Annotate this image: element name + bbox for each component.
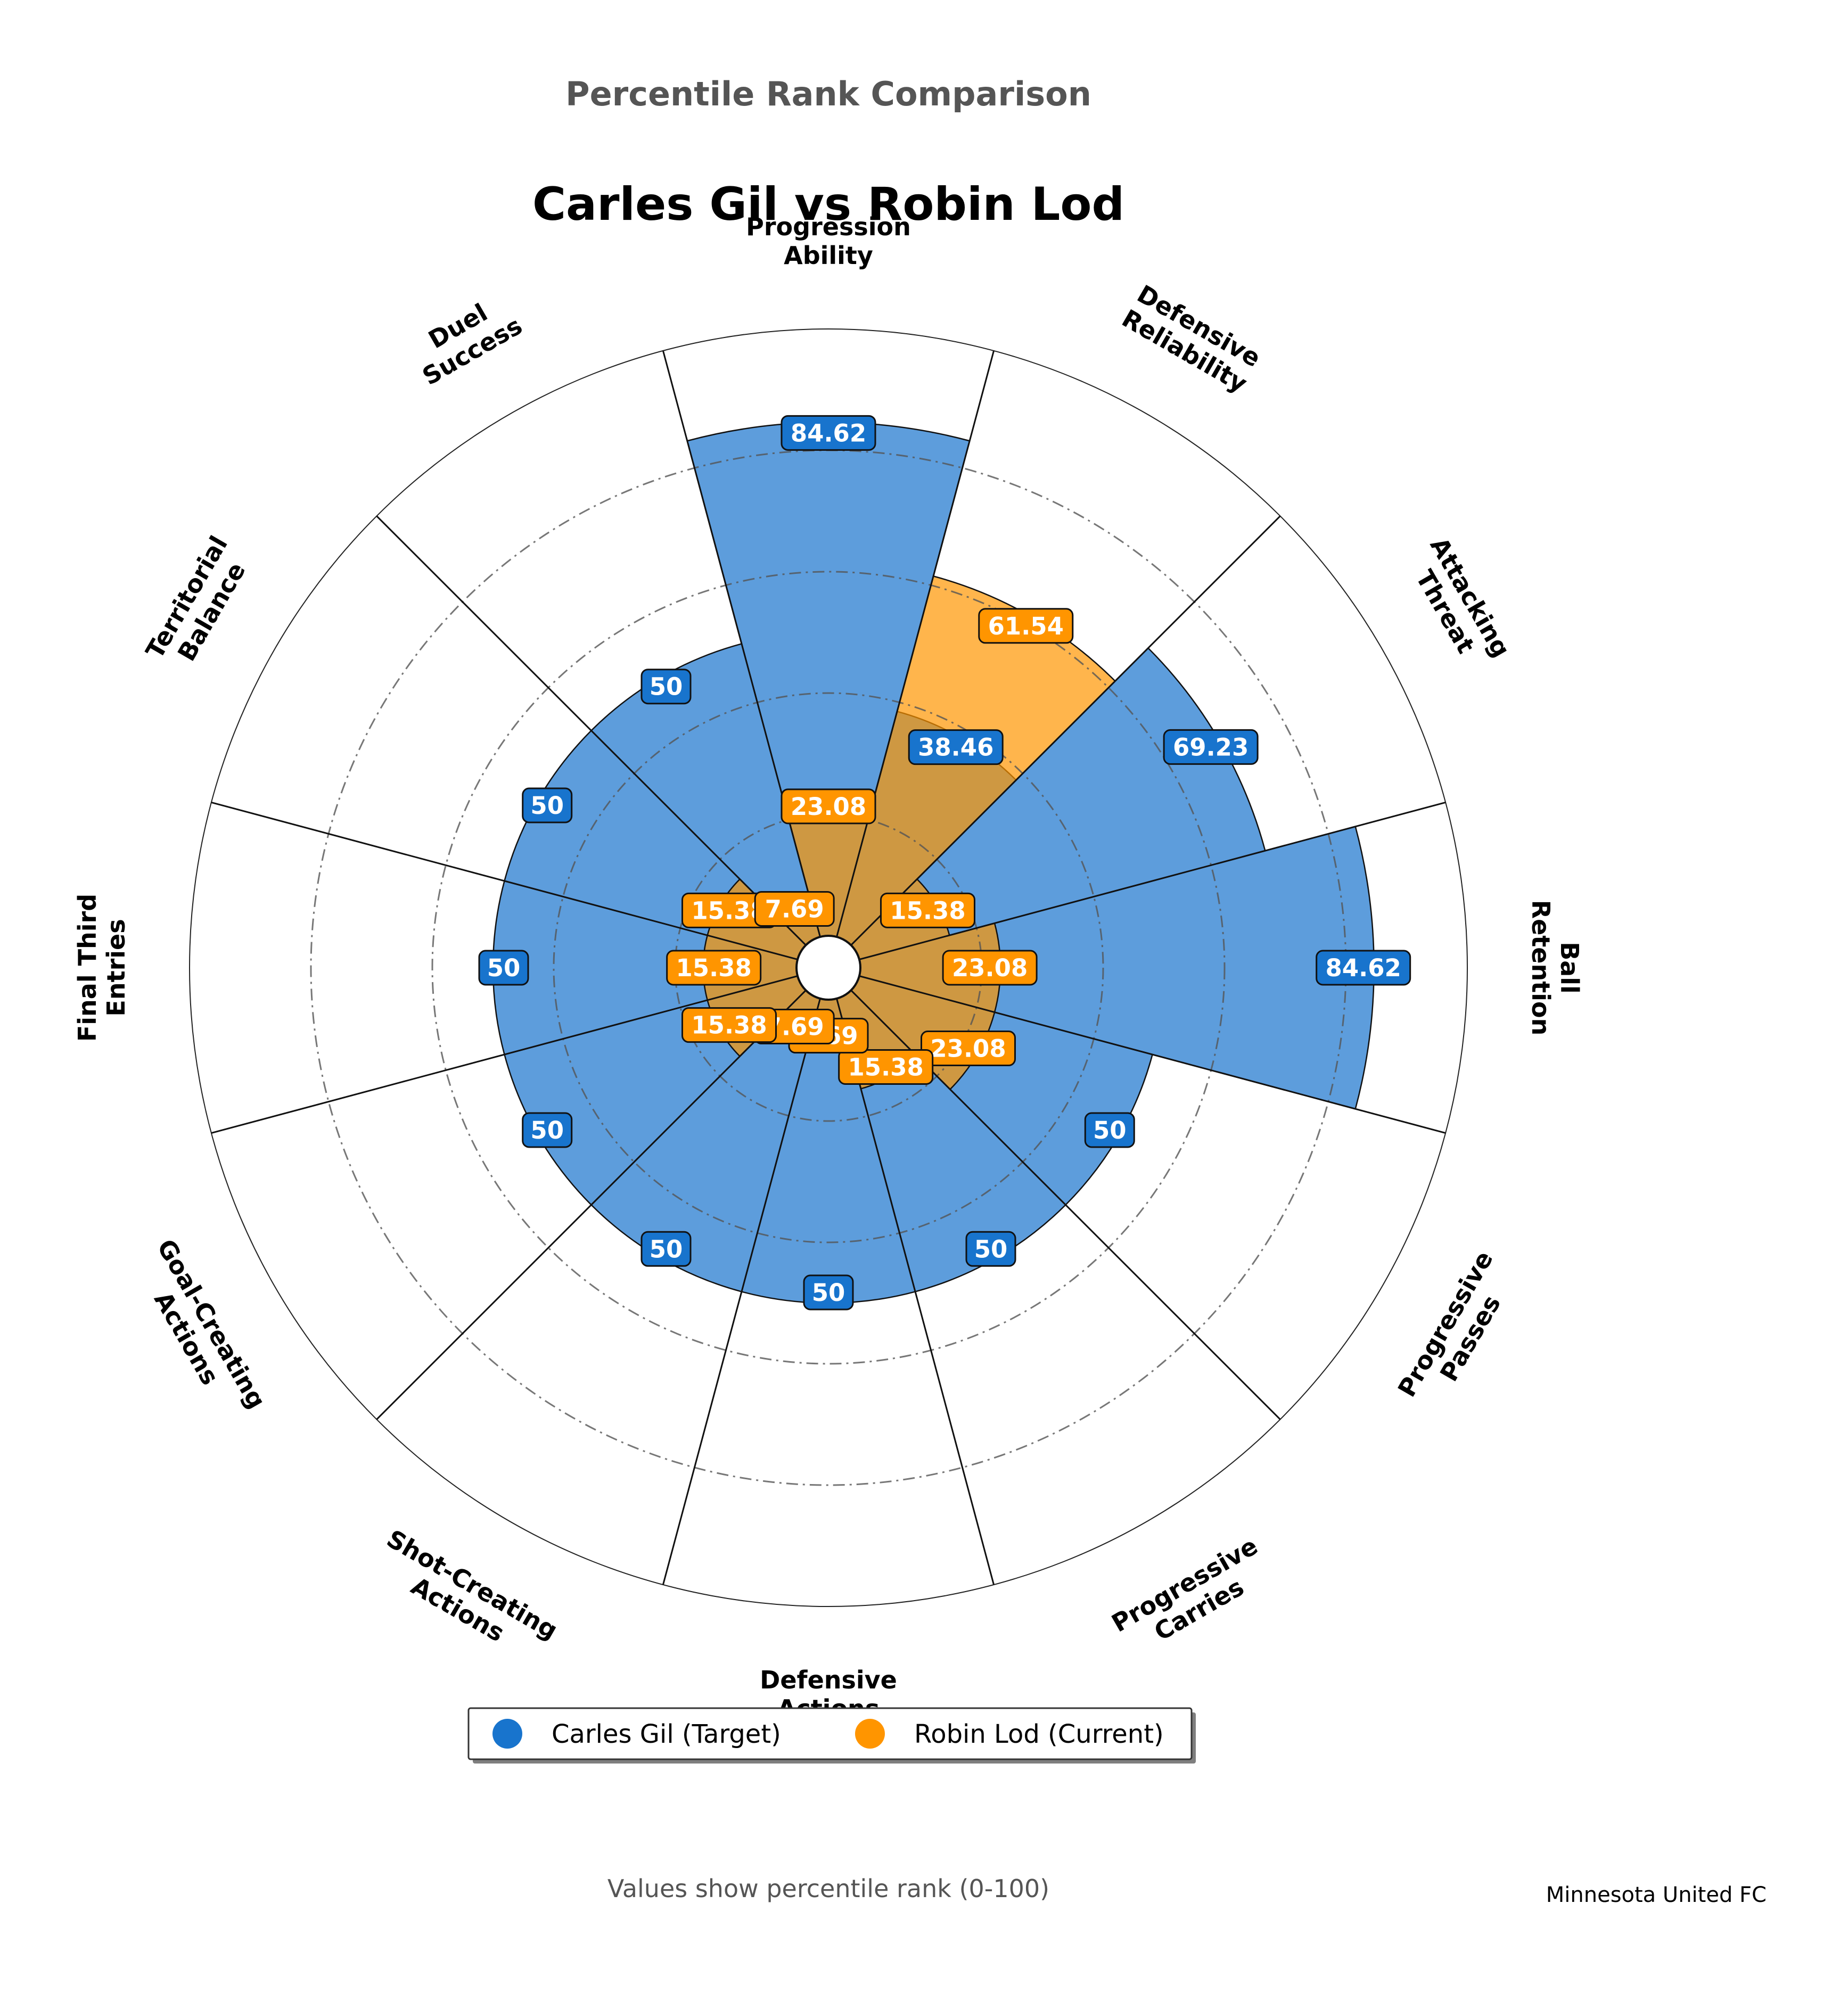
source-note: Minnesota United FC (1546, 1883, 1767, 1907)
current-value-label-box (921, 1031, 1016, 1067)
chart-title: Carles Gil vs Robin Lod (532, 178, 1124, 231)
current-value-label-box (838, 1049, 934, 1085)
target-value-label-box (1084, 1112, 1135, 1148)
target-value-label: 50 (1093, 1116, 1127, 1144)
target-value-label-box (781, 415, 876, 451)
current-value-label-box (978, 608, 1074, 644)
target-value-label: 38.46 (918, 734, 993, 762)
legend-marker-current (855, 1719, 885, 1749)
category-label: Progression Ability (746, 212, 911, 270)
category-spoke (376, 515, 807, 946)
category-spoke (859, 801, 1446, 960)
current-value-label: 15.38 (676, 954, 751, 982)
target-value-label-box (522, 787, 573, 823)
category-spoke (662, 350, 821, 937)
current-value-label: 23.08 (791, 793, 866, 821)
target-value-label: 50 (974, 1235, 1008, 1263)
target-value-label-box (1163, 729, 1259, 765)
category-label-line: Entries (102, 919, 130, 1016)
target-value-label-box (803, 1274, 854, 1311)
legend-box (467, 1707, 1193, 1760)
footer-note: Values show percentile rank (0-100) (607, 1874, 1049, 1903)
legend-label-target: Carles Gil (Target) (552, 1719, 781, 1749)
category-spoke (850, 515, 1281, 946)
grid-ring (553, 692, 1104, 1243)
category-label-line: Retention (1526, 900, 1555, 1036)
current-value-label: 7.69 (765, 895, 824, 923)
category-spoke (376, 990, 807, 1420)
target-value-label: 84.62 (1325, 954, 1401, 982)
category-label-line: Defensive (760, 1666, 897, 1694)
category-spoke (859, 975, 1446, 1134)
current-value-label: 23.08 (952, 954, 1028, 982)
category-spoke (211, 801, 798, 960)
category-spokes (211, 350, 1446, 1585)
category-label-line: Final Third (73, 894, 102, 1042)
category-label-line: Progression (746, 212, 911, 241)
center-circle (795, 935, 861, 1001)
category-label-line: Ball (1555, 942, 1584, 994)
target-value-label-box (640, 1231, 692, 1267)
target-value-label: 50 (650, 1235, 683, 1263)
current-value-label-box (880, 892, 975, 928)
current-value-label: 23.08 (930, 1035, 1006, 1063)
legend-marker-target (492, 1719, 522, 1749)
chart-suptitle: Percentile Rank Comparison (565, 75, 1091, 113)
target-value-label-box (1316, 950, 1411, 986)
value-labels: 84.62 38.46 69.23 84.62 50 50 50 50 50 50 50 50 23.0… (478, 415, 1411, 1311)
target-value-label: 50 (530, 1116, 564, 1144)
current-value-label: 15.38 (890, 896, 965, 925)
current-value-label: 15.38 (691, 1011, 767, 1040)
target-value-label-box (640, 669, 692, 705)
current-value-label-box (781, 788, 876, 825)
current-value-label-box (754, 891, 835, 927)
target-value-label-box (522, 1112, 573, 1148)
current-value-label: 61.54 (988, 612, 1064, 640)
target-value-label: 50 (487, 954, 521, 982)
target-value-label: 69.23 (1173, 733, 1249, 761)
target-value-label-box (478, 950, 529, 986)
category-spoke (662, 998, 821, 1585)
target-value-label-box (908, 729, 1004, 765)
target-value-label-box (965, 1231, 1016, 1267)
target-value-label: 50 (530, 792, 564, 820)
current-value-label: 15.38 (848, 1053, 923, 1081)
category-spoke (836, 350, 995, 937)
category-spoke (211, 975, 798, 1134)
current-value-label-box (666, 950, 762, 986)
category-spoke (836, 998, 995, 1585)
legend-label-current: Robin Lod (Current) (914, 1719, 1164, 1749)
current-value-label-box (681, 1007, 777, 1043)
category-label-line: Ability (784, 241, 873, 270)
category-label: BallRetention (1526, 900, 1584, 1036)
grid-ring (431, 571, 1226, 1365)
current-value-label-box (942, 950, 1038, 986)
center-hole (795, 935, 861, 1001)
target-value-label: 84.62 (791, 419, 866, 447)
legend: Carles Gil (Target) Robin Lod (Current) (467, 1707, 1196, 1764)
target-value-label: 50 (650, 673, 683, 701)
target-value-label: 50 (812, 1279, 845, 1307)
category-label: Final ThirdEntries (73, 894, 130, 1042)
